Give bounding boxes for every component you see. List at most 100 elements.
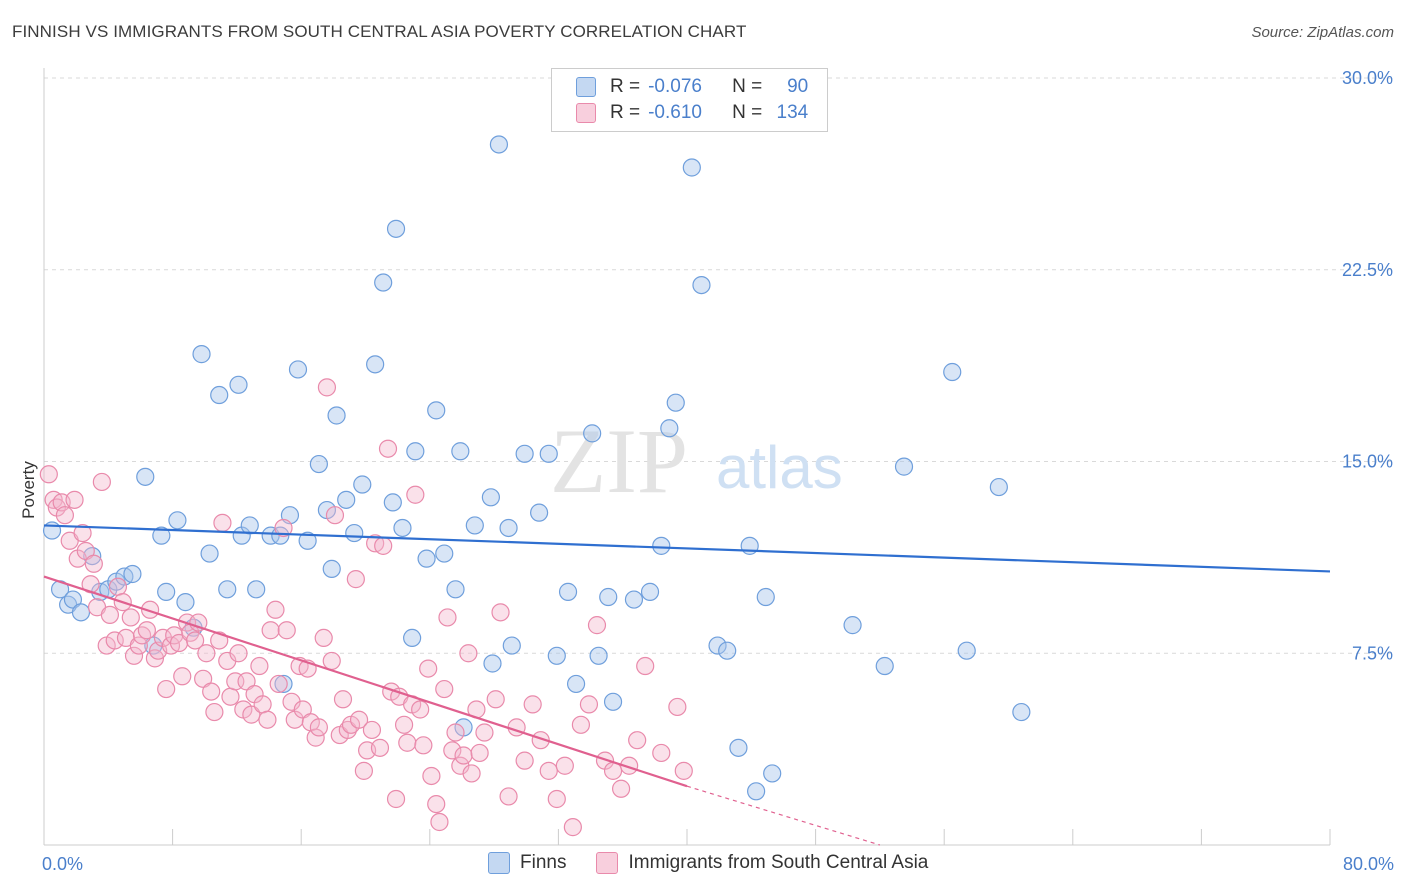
immigrants-point — [194, 669, 213, 688]
immigrants-point — [266, 600, 285, 619]
immigrants-point — [205, 702, 224, 722]
finns-point — [603, 692, 623, 711]
finns-point — [547, 646, 566, 665]
immigrants-point — [398, 733, 417, 752]
finns-point — [989, 477, 1008, 497]
finns-point — [599, 587, 618, 607]
immigrants-point — [362, 720, 382, 740]
finns-point — [374, 273, 393, 292]
immigrants-point — [202, 682, 221, 701]
finns-point — [218, 580, 237, 599]
immigrants-point — [173, 667, 192, 686]
immigrants-point — [229, 644, 248, 663]
immigrants-point — [411, 700, 430, 719]
immigrants-point — [237, 672, 256, 691]
immigrants-point — [322, 651, 341, 671]
immigrants-point — [250, 656, 269, 676]
immigrants-point — [258, 710, 277, 729]
finns-point — [1012, 702, 1031, 722]
finns-point — [583, 424, 602, 443]
finns-point — [247, 580, 266, 599]
immigrants-point — [475, 723, 494, 742]
finns-point — [168, 511, 187, 530]
immigrants-point — [140, 600, 160, 619]
finns-point — [136, 467, 155, 486]
immigrants-point — [186, 631, 205, 650]
finns-point — [530, 503, 549, 522]
immigrants-point — [325, 506, 345, 525]
immigrants-point — [370, 738, 390, 757]
immigrants-point — [269, 674, 288, 694]
immigrants-swatch — [576, 103, 596, 123]
immigrants-point — [317, 378, 337, 397]
immigrants-point — [92, 472, 111, 492]
finns-point — [322, 559, 341, 578]
finns-point — [435, 544, 454, 563]
immigrants-point — [563, 818, 582, 837]
legend-n-label-finns: N = — [732, 76, 763, 97]
immigrants-point — [189, 613, 208, 632]
series-legend: Finns Immigrants from South Central Asia — [488, 852, 958, 874]
immigrants-point — [213, 513, 232, 532]
y-tick-label: 30.0% — [1342, 68, 1393, 88]
immigrants-point — [124, 646, 144, 665]
y-axis-title: Poverty — [19, 461, 38, 519]
immigrants-point — [65, 490, 84, 509]
immigrants-point — [39, 465, 58, 484]
finns-point — [843, 616, 862, 635]
immigrants-point — [157, 679, 176, 699]
finns-point — [157, 582, 176, 601]
immigrants-point — [571, 715, 591, 734]
finns-point — [403, 628, 422, 648]
immigrants-point — [620, 756, 639, 775]
finns-point — [176, 593, 195, 612]
trend-lines — [43, 524, 1331, 846]
immigrants-point — [76, 541, 95, 561]
finns-points — [42, 135, 1031, 801]
finns-point — [210, 385, 229, 405]
immigrants-trend-extension — [686, 785, 881, 846]
immigrants-point — [674, 761, 693, 780]
finns-point — [465, 516, 484, 535]
immigrants-point — [427, 794, 446, 814]
immigrants-point — [338, 720, 357, 740]
finns-point — [652, 536, 671, 555]
legend-n-label-immigrants: N = — [732, 102, 763, 123]
finns-point — [240, 516, 259, 535]
immigrants-point — [470, 743, 489, 763]
immigrants-point — [55, 506, 74, 525]
legend-item-immigrants: Immigrants from South Central Asia — [596, 852, 928, 874]
immigrants-point — [221, 687, 240, 706]
immigrants-point — [414, 736, 433, 755]
immigrants-point — [84, 554, 103, 573]
immigrants-point — [100, 605, 120, 625]
finns-legend-label: Finns — [520, 852, 567, 873]
finns-point — [337, 490, 356, 509]
immigrants-point — [406, 485, 425, 504]
immigrants-point — [129, 636, 148, 655]
immigrants-point — [242, 705, 261, 724]
finns-point — [406, 442, 425, 461]
finns-point — [666, 393, 685, 412]
immigrants-point — [446, 723, 465, 742]
finns-point — [353, 475, 372, 494]
finns-point — [763, 764, 782, 783]
immigrants-point — [652, 743, 671, 763]
y-tick-label: 15.0% — [1342, 452, 1393, 472]
finns-point — [515, 444, 534, 463]
finns-point — [894, 457, 914, 476]
legend-row-immigrants: R = -0.610 N = 134 — [576, 100, 808, 126]
immigrants-point — [197, 644, 216, 663]
immigrants-point — [277, 621, 296, 640]
finns-point — [660, 419, 679, 438]
finns-swatch — [576, 77, 596, 97]
finns-point — [718, 641, 737, 660]
finns-point — [427, 401, 446, 420]
immigrants-point — [314, 628, 333, 648]
chart-title: FINNISH VS IMMIGRANTS FROM SOUTH CENTRAL… — [12, 22, 747, 41]
immigrants-point — [422, 766, 441, 786]
immigrants-point — [430, 812, 449, 832]
finns-point — [875, 656, 894, 676]
finns-point — [366, 355, 385, 374]
finns-point — [417, 549, 436, 568]
